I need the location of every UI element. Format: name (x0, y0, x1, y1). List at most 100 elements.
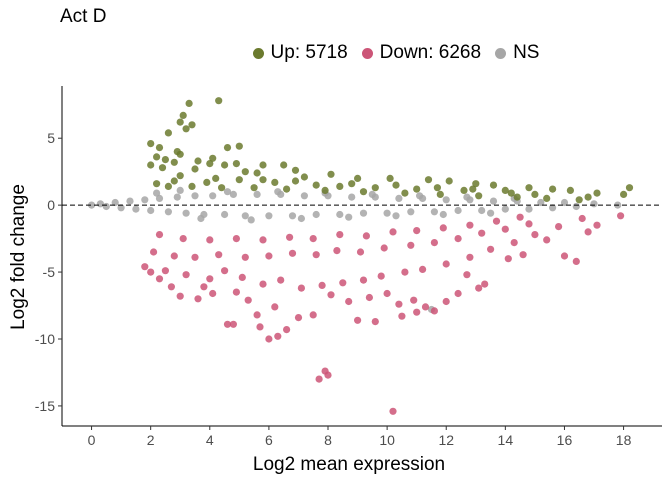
point-ns-40 (501, 205, 509, 213)
point-down-27 (560, 252, 569, 260)
point-ns-46 (572, 202, 580, 211)
point-ns-51 (176, 186, 184, 194)
point-up-65 (475, 192, 483, 200)
point-up-0 (185, 99, 193, 107)
point-ns-28 (359, 209, 368, 217)
point-up-24 (158, 164, 167, 172)
point-down-73 (407, 241, 415, 249)
point-ns-11 (173, 193, 181, 201)
y-tick-label-5: 5 (47, 130, 55, 146)
point-up-12 (176, 150, 184, 158)
point-up-35 (472, 180, 480, 188)
point-up-70 (203, 178, 211, 186)
point-down-7 (256, 323, 264, 331)
point-ns-13 (191, 192, 199, 200)
point-ns-55 (274, 188, 282, 196)
point-down-97 (244, 296, 252, 304)
point-ns-22 (288, 212, 297, 220)
x-tick-label-8: 8 (324, 432, 332, 448)
point-up-49 (336, 182, 344, 190)
point-ns-42 (525, 205, 533, 213)
point-down-34 (200, 283, 208, 291)
point-down-82 (232, 235, 240, 243)
point-down-51 (359, 276, 368, 284)
point-down-57 (487, 245, 495, 253)
point-up-76 (469, 185, 477, 193)
point-ns-45 (560, 198, 569, 207)
point-down-39 (155, 275, 164, 283)
point-down-23 (481, 280, 489, 288)
legend-label-down: Down: 6268 (379, 42, 482, 63)
x-tick-label-0: 0 (88, 432, 96, 448)
point-down-38 (167, 283, 175, 291)
point-up-5 (182, 125, 190, 133)
point-up-43 (584, 193, 592, 201)
point-up-27 (291, 166, 300, 174)
legend-swatch-down (361, 47, 373, 59)
point-up-53 (212, 174, 220, 182)
point-down-13 (354, 316, 362, 324)
point-up-30 (327, 170, 335, 178)
point-up-74 (392, 181, 400, 189)
point-up-57 (188, 182, 196, 190)
point-up-39 (566, 186, 575, 194)
point-down-80 (179, 235, 187, 243)
point-ns-59 (368, 190, 376, 198)
point-down-36 (194, 295, 202, 303)
point-up-46 (460, 186, 468, 194)
point-down-86 (336, 231, 344, 239)
point-ns-9 (155, 194, 164, 202)
point-ns-4 (117, 204, 125, 212)
point-ns-6 (132, 205, 140, 213)
point-up-40 (593, 189, 601, 197)
point-down-94 (345, 297, 353, 306)
x-ticks: 0 2 4 6 8 10 12 14 16 18 (88, 426, 632, 448)
point-up-16 (194, 157, 202, 165)
point-ns-44 (549, 204, 557, 212)
point-up-3 (176, 118, 184, 126)
point-down-100 (383, 289, 391, 298)
point-ns-64 (487, 209, 495, 217)
point-down-33 (206, 275, 214, 283)
point-ns-38 (478, 206, 486, 215)
point-down-11 (294, 314, 303, 322)
point-down-79 (155, 231, 164, 239)
point-down-74 (430, 239, 438, 247)
point-ns-10 (164, 208, 172, 216)
point-down-0 (389, 407, 397, 415)
point-down-47 (277, 276, 285, 284)
point-up-59 (250, 184, 258, 192)
legend-label-ns: NS (513, 42, 540, 63)
point-ns-8 (147, 206, 155, 215)
point-down-42 (161, 267, 169, 275)
point-up-32 (386, 174, 394, 182)
y-axis-title: Log2 fold change (8, 184, 29, 330)
point-down-96 (271, 303, 279, 311)
point-up-34 (445, 177, 453, 185)
point-down-14 (371, 318, 379, 326)
point-down-18 (421, 303, 430, 311)
point-down-64 (191, 253, 199, 261)
point-down-99 (327, 291, 335, 299)
point-up-71 (259, 176, 267, 184)
point-down-29 (543, 236, 551, 244)
point-ns-35 (442, 196, 450, 204)
x-tick-label-2: 2 (147, 432, 155, 448)
point-up-44 (531, 190, 539, 198)
point-ns-24 (312, 210, 320, 219)
point-down-54 (419, 265, 427, 273)
point-up-48 (371, 184, 379, 192)
point-ns-18 (241, 212, 249, 220)
point-down-87 (362, 232, 370, 240)
point-up-60 (283, 185, 291, 193)
point-ns-60 (392, 212, 400, 220)
y-tick-label-0: 0 (47, 197, 55, 213)
point-down-72 (380, 244, 388, 252)
point-up-68 (575, 196, 583, 204)
legend-item-up: Up: 5718 (252, 42, 348, 64)
point-ns-3 (111, 198, 119, 207)
point-down-50 (339, 279, 347, 287)
legend-item-ns: NS (495, 42, 539, 64)
point-down-4 (274, 332, 282, 340)
